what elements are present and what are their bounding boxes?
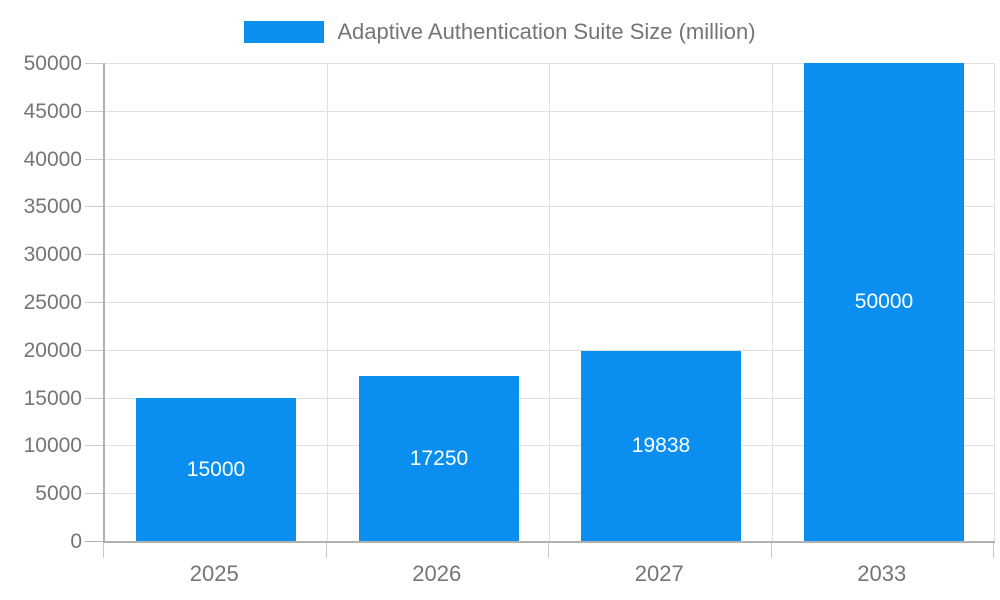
x-axis-tick-mark	[103, 543, 104, 558]
x-axis-category-label: 2033	[857, 561, 907, 586]
gridline-horizontal	[105, 397, 995, 399]
gridline-vertical	[994, 63, 995, 541]
bar-2027[interactable]: 19838	[581, 351, 741, 541]
bar-value-label: 15000	[186, 457, 246, 481]
y-axis-tick-label: 25000	[23, 291, 82, 314]
gridline-horizontal	[105, 206, 995, 208]
x-axis-tick-mark	[771, 543, 772, 558]
gridline-horizontal	[105, 254, 995, 256]
y-axis-tick-mark	[85, 206, 103, 208]
y-axis-tick-label: 10000	[23, 434, 82, 458]
y-axis-tick-mark	[85, 63, 103, 64]
gridline-vertical	[772, 63, 773, 541]
x-axis-category-label: 2026	[412, 561, 462, 586]
bar-value-label: 50000	[854, 290, 914, 313]
gridline-horizontal	[105, 445, 995, 447]
y-axis-tick-mark	[85, 254, 103, 256]
y-axis-tick-mark	[85, 349, 103, 351]
legend-label: Adaptive Authentication Suite Size (mill…	[337, 19, 756, 44]
bar-value-label: 19838	[631, 434, 691, 457]
gridline-horizontal	[105, 493, 995, 495]
bar-2033[interactable]: 50000	[804, 63, 964, 541]
y-axis-tick-label: 0	[70, 530, 82, 553]
gridline-horizontal	[105, 158, 995, 160]
gridline-vertical	[327, 63, 328, 541]
y-axis-tick-label: 5000	[35, 482, 82, 506]
y-axis-tick-mark	[85, 302, 103, 303]
y-axis-tick-mark	[85, 445, 103, 447]
bar-2026[interactable]: 17250	[359, 376, 519, 541]
legend[interactable]: Adaptive Authentication Suite Size (mill…	[0, 20, 1000, 44]
x-axis-tick-mark	[548, 543, 549, 558]
bar-2025[interactable]: 15000	[136, 398, 296, 541]
gridline-horizontal	[105, 63, 995, 64]
y-axis-tick-label: 20000	[23, 338, 82, 362]
legend-swatch-icon	[244, 21, 325, 43]
y-axis-tick-label: 40000	[23, 147, 82, 171]
y-axis-tick-label: 15000	[23, 386, 82, 410]
y-axis-tick-mark	[85, 493, 103, 495]
y-axis-tick-mark	[85, 397, 103, 399]
x-axis-tick-mark	[326, 543, 327, 558]
y-axis-tick-label: 50000	[23, 52, 82, 75]
x-axis-category-label: 2027	[634, 561, 684, 586]
gridline-horizontal	[105, 302, 995, 303]
y-axis-tick-label: 30000	[23, 243, 82, 267]
y-axis-tick-mark	[85, 110, 103, 112]
y-axis-tick-label: 45000	[23, 99, 82, 123]
gridline-horizontal	[105, 349, 995, 351]
gridline-horizontal	[105, 110, 995, 112]
bar-value-label: 17250	[409, 446, 469, 470]
y-axis-tick-mark	[85, 541, 103, 542]
y-axis-tick-mark	[85, 158, 103, 160]
gridline-vertical	[549, 63, 550, 541]
x-axis-tick-mark	[993, 543, 994, 558]
plot-area: 15000 17250 19838 50000	[103, 63, 995, 543]
y-axis-tick-label: 35000	[23, 195, 82, 219]
x-axis-category-label: 2025	[189, 561, 239, 586]
